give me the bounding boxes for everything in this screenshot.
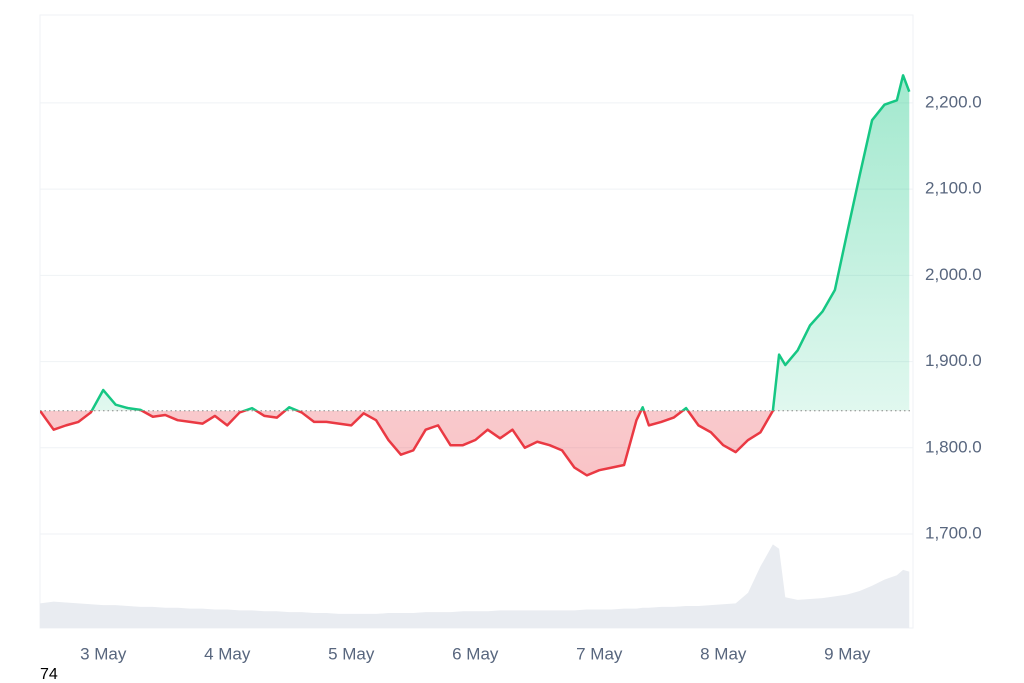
y-tick-label: 2,200.0 [925,92,982,111]
x-tick-label: 3 May [80,644,127,663]
y-tick-label: 2,100.0 [925,179,982,198]
y-tick-label: 1,800.0 [925,437,982,456]
price-line-down [40,410,775,477]
x-tick-label: 4 May [204,644,251,663]
x-tick-label: 5 May [328,644,375,663]
x-tick-label: 9 May [824,644,871,663]
y-tick-label: 1,900.0 [925,351,982,370]
volume-area [40,544,910,628]
area-up [91,75,910,411]
x-tick-label: 8 May [700,644,747,663]
price-line-up [40,74,911,411]
footer-text: 74 [40,666,58,683]
area-down [40,410,910,476]
y-tick-label: 1,700.0 [925,523,982,542]
y-tick-label: 2,000.0 [925,265,982,284]
x-tick-label: 6 May [452,644,499,663]
plot-frame [39,14,914,629]
x-tick-label: 7 May [576,644,623,663]
